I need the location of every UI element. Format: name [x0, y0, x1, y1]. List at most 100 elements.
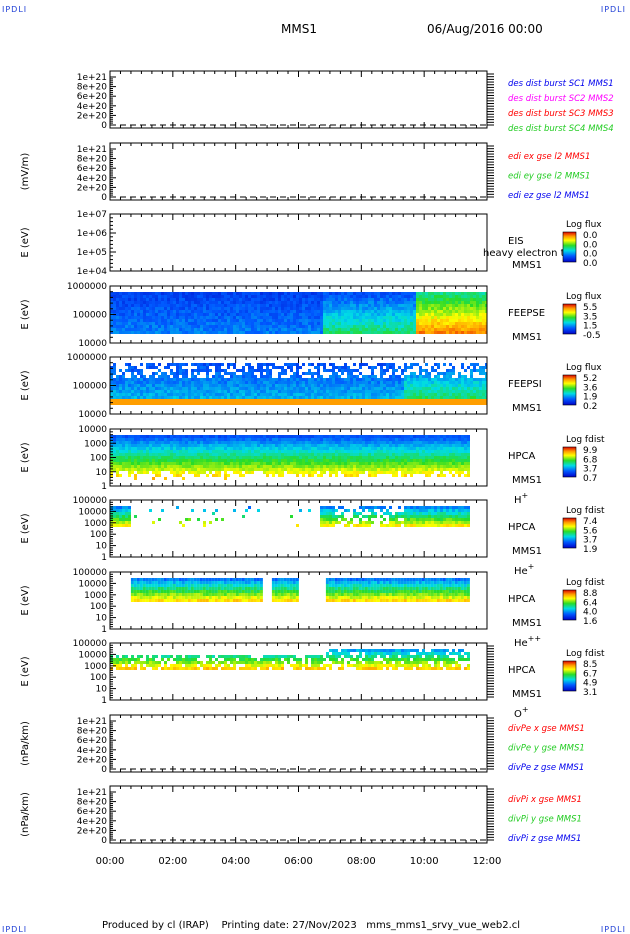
spectrogram-cell: [116, 295, 119, 298]
spectrogram-cell: [422, 316, 425, 319]
spectrogram-cell: [287, 328, 290, 331]
spectrogram-cell: [233, 375, 236, 378]
spectrogram-cell: [239, 462, 242, 465]
spectrogram-cell: [365, 328, 368, 331]
spectrogram-cell: [341, 456, 344, 459]
spectrogram-cell: [200, 396, 203, 399]
spectrogram-cell: [260, 331, 263, 334]
spectrogram-cell: [206, 453, 209, 456]
spectrogram-cell: [347, 453, 350, 456]
spectrogram-cell: [248, 328, 251, 331]
spectrogram-cell: [263, 387, 266, 390]
spectrogram-cell: [125, 450, 128, 453]
spectrogram-cell: [398, 301, 401, 304]
spectrogram-cell: [383, 363, 386, 366]
spectrogram-cell: [260, 381, 263, 384]
spectrogram-cell: [302, 307, 305, 310]
spectrogram-cell: [401, 313, 404, 316]
spectrogram-cell: [296, 375, 299, 378]
spectrogram-cell: [128, 304, 131, 307]
spectrogram-cell: [320, 435, 323, 438]
spectrogram-cell: [311, 456, 314, 459]
spectrogram-cell: [116, 456, 119, 459]
spectrogram-cell: [371, 328, 374, 331]
spectrogram-cell: [470, 399, 473, 402]
spectrogram-cell: [191, 402, 194, 405]
spectrogram-cell: [173, 295, 176, 298]
spectrogram-cell: [149, 292, 152, 295]
spectrogram-cell: [122, 375, 125, 378]
colorbar-tick-label: 5.2: [583, 374, 597, 384]
spectrogram-cell: [419, 301, 422, 304]
spectrogram-cell: [287, 438, 290, 441]
spectrogram-cell: [326, 402, 329, 405]
spectrogram-cell: [248, 384, 251, 387]
spectrogram-cell: [137, 438, 140, 441]
y-tick-label: 0: [101, 121, 107, 131]
y-axis-title: E (eV): [20, 227, 31, 257]
spectrogram-cell: [293, 465, 296, 468]
spectrogram-cell: [380, 325, 383, 328]
spectrogram-cell: [287, 366, 290, 369]
spectrogram-cell: [314, 310, 317, 313]
spectrogram-cell: [128, 402, 131, 405]
spectrogram-cell: [452, 316, 455, 319]
spectrogram-cell: [290, 402, 293, 405]
spectrogram-cell: [443, 402, 446, 405]
spectrogram-cell: [392, 301, 395, 304]
spectrogram-cell: [227, 402, 230, 405]
spectrogram-cell: [221, 450, 224, 453]
spectrogram-cell: [284, 316, 287, 319]
spectrogram-cell: [200, 313, 203, 316]
spectrogram-cell: [392, 399, 395, 402]
spectrogram-cell: [254, 325, 257, 328]
spectrogram-cell: [335, 441, 338, 444]
spectrogram-cell: [227, 310, 230, 313]
spectrogram-cell: [152, 298, 155, 301]
spectrogram-cell: [194, 453, 197, 456]
spectrogram-cell: [281, 313, 284, 316]
spectrogram-cell: [113, 310, 116, 313]
spectrogram-cell: [338, 307, 341, 310]
spectrogram-cell: [119, 438, 122, 441]
spectrogram-cell: [344, 328, 347, 331]
spectrogram-cell: [134, 438, 137, 441]
spectrogram-cell: [260, 441, 263, 444]
spectrogram-cell: [110, 468, 113, 471]
spectrogram-cell: [203, 384, 206, 387]
spectrogram-cell: [281, 444, 284, 447]
spectrogram-cell: [362, 298, 365, 301]
spectrogram-cell: [143, 295, 146, 298]
spectrogram-cell: [353, 387, 356, 390]
spectrogram-cell: [125, 322, 128, 325]
spectrogram-cell: [224, 316, 227, 319]
spectrogram-cell: [446, 310, 449, 313]
spectrogram-cell: [323, 459, 326, 462]
spectrogram-cell: [227, 331, 230, 334]
spectrogram-cell: [437, 313, 440, 316]
spectrogram-cell: [356, 313, 359, 316]
spectrogram-cell: [311, 444, 314, 447]
spectrogram-cell: [317, 459, 320, 462]
spectrogram-cell: [251, 325, 254, 328]
spectrogram-cell: [149, 301, 152, 304]
spectrogram-cell: [308, 438, 311, 441]
spectrogram-cell: [434, 399, 437, 402]
spectrogram-cell: [356, 307, 359, 310]
spectrogram-cell: [188, 319, 191, 322]
spectrogram-cell: [206, 307, 209, 310]
spectrogram-cell: [182, 471, 185, 474]
spectrogram-cell: [350, 372, 353, 375]
spectrogram-cell: [191, 375, 194, 378]
spectrogram-cell: [284, 331, 287, 334]
spectrogram-cell: [485, 384, 487, 387]
spectrogram-cell: [137, 447, 140, 450]
spectrogram-cell: [440, 381, 443, 384]
spectrogram-cell: [122, 298, 125, 301]
spectrogram-cell: [365, 459, 368, 462]
spectrogram-cell: [185, 456, 188, 459]
spectrogram-cell: [185, 295, 188, 298]
spectrogram-cell: [146, 313, 149, 316]
spectrogram-cell: [197, 399, 200, 402]
spectrogram-cell: [287, 301, 290, 304]
